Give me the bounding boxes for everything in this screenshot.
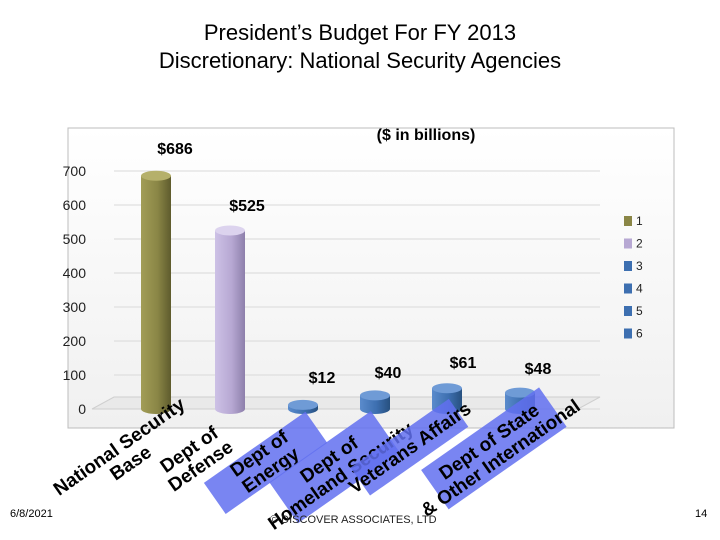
legend-swatch [624, 328, 632, 339]
value-label: $48 [525, 361, 552, 378]
y-tick-label: 600 [63, 197, 87, 213]
legend-swatch [624, 238, 632, 249]
y-tick-label: 0 [78, 401, 86, 417]
legend-swatch [624, 261, 632, 271]
slide-date: 6/8/2021 [10, 508, 53, 520]
legend-swatch [624, 216, 632, 226]
bar-body [360, 395, 390, 414]
category-box [350, 398, 469, 496]
y-tick-label: 100 [63, 367, 87, 383]
slide-title-line-1: President’s Budget For FY 2013 [203, 20, 517, 45]
bar-top [141, 170, 171, 181]
unit-note: ($ in billions) [377, 127, 476, 144]
bar-top [360, 390, 390, 401]
slide-title-line-2: Discretionary: National Security Agencie… [158, 48, 562, 73]
legend-label: 4 [636, 282, 643, 296]
legend-label: 5 [636, 304, 643, 318]
bar-top [215, 225, 245, 236]
bar [288, 399, 318, 414]
bar [141, 170, 171, 414]
bar-body [215, 230, 245, 414]
y-axis-ticks: 0 100 200 300 400 500 600 700 [63, 163, 87, 417]
legend-label: 1 [636, 214, 643, 228]
bar-top [288, 399, 318, 410]
bar [215, 225, 245, 414]
bar [360, 390, 390, 414]
bar-body [141, 175, 171, 414]
bar-top [505, 387, 535, 398]
legend-swatch [624, 306, 632, 316]
legend-label: 6 [636, 327, 643, 341]
category-box [203, 411, 328, 514]
y-tick-label: 400 [63, 265, 87, 281]
value-label: $40 [375, 365, 402, 382]
value-label: $525 [229, 198, 265, 215]
copyright: © DISCOVER ASSOCIATES, LTD [270, 514, 437, 526]
legend-swatch [624, 283, 632, 294]
value-label: $686 [157, 141, 193, 158]
category-box [421, 387, 567, 510]
y-tick-label: 700 [63, 163, 87, 179]
y-tick-label: 500 [63, 231, 87, 247]
legend-label: 2 [636, 237, 643, 251]
value-label: $61 [450, 355, 477, 372]
bar-top [432, 383, 462, 394]
category-box [269, 411, 400, 524]
value-label: $12 [309, 370, 336, 387]
y-tick-label: 300 [63, 299, 87, 315]
legend-label: 3 [636, 259, 643, 273]
y-tick-label: 200 [63, 333, 87, 349]
value-labels: $686 $525 $12 $40 $61 $48 [157, 141, 551, 387]
page-number: 14 [695, 508, 708, 520]
legend: 1 2 3 4 5 6 [624, 214, 643, 341]
